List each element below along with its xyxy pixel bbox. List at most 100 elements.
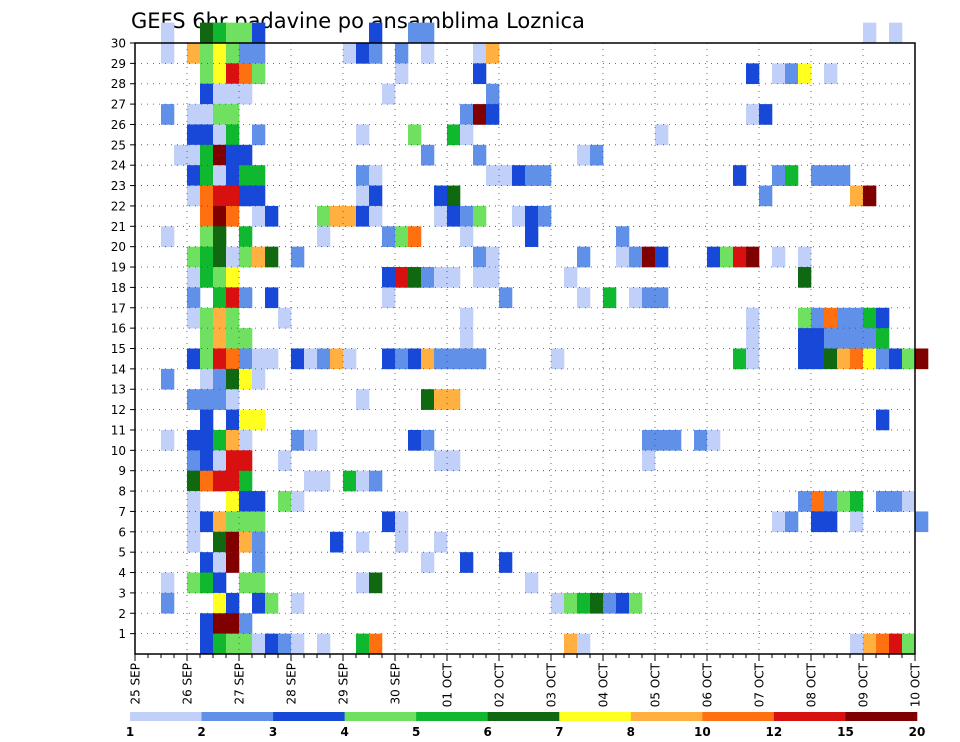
x-tick-label: 10 OCT [909, 662, 923, 707]
heatmap-cell [473, 246, 487, 268]
heatmap-cell [382, 287, 396, 309]
heatmap-cell [187, 124, 201, 146]
x-tick-label: 29 SEP [337, 663, 351, 705]
y-tick-label: 13 [111, 383, 126, 397]
heatmap-cell [785, 63, 799, 85]
heatmap-cell [369, 633, 383, 655]
heatmap-cell [226, 144, 240, 166]
heatmap-cell [161, 592, 175, 614]
heatmap-cell [811, 491, 825, 512]
heatmap-cell [395, 226, 409, 247]
heatmap-cell [876, 409, 890, 431]
heatmap-cell [226, 185, 240, 207]
heatmap-cell [356, 633, 370, 655]
heatmap-cell [733, 246, 747, 268]
heatmap-cell [252, 572, 266, 594]
heatmap-cell [889, 348, 903, 370]
heatmap-cell [876, 491, 890, 512]
heatmap-cell [200, 165, 214, 186]
heatmap-cell [187, 144, 201, 166]
heatmap-cell [824, 307, 838, 329]
heatmap-cell [291, 592, 305, 614]
x-tick-label: 06 OCT [701, 662, 715, 707]
legend-color-swatch [559, 712, 632, 721]
legend-color-swatch [273, 712, 345, 721]
heatmap-cell [824, 511, 838, 533]
heatmap-cell [434, 348, 448, 370]
heatmap-cell [798, 267, 812, 288]
heatmap-cell [850, 511, 864, 533]
heatmap-cell [226, 22, 240, 44]
heatmap-cell [343, 348, 357, 370]
chart-title: GEFS 6hr padavine po ansamblima Loznica [131, 9, 585, 33]
heatmap-cell [447, 348, 461, 370]
heatmap-cell [252, 592, 266, 614]
y-tick-label: 1 [118, 627, 126, 641]
heatmap-cell [889, 491, 903, 512]
heatmap-cell [200, 144, 214, 166]
heatmap-cell [798, 307, 812, 329]
heatmap-cell [187, 491, 201, 512]
heatmap-cell [811, 348, 825, 370]
heatmap-cell [655, 124, 669, 146]
heatmap-cell [187, 389, 201, 410]
heatmap-cell [213, 104, 227, 125]
heatmap-cell [421, 43, 435, 64]
heatmap-cell [876, 633, 890, 655]
heatmap-cell [356, 531, 370, 553]
heatmap-cell [798, 63, 812, 85]
heatmap-cell [694, 429, 708, 451]
heatmap-cell [356, 389, 370, 410]
heatmap-cell [343, 43, 357, 64]
heatmap-cell [473, 144, 487, 166]
heatmap-cell [850, 491, 864, 512]
y-tick-label: 21 [111, 220, 126, 234]
heatmap-cell [863, 185, 877, 207]
x-tick-label: 08 OCT [805, 662, 819, 707]
heatmap-cell [733, 165, 747, 186]
heatmap-cell [239, 144, 253, 166]
heatmap-cell [746, 348, 760, 370]
heatmap-cell [252, 205, 266, 227]
heatmap-cell [226, 429, 240, 451]
heatmap-cell [499, 552, 513, 573]
heatmap-cell [876, 348, 890, 370]
legend-label: 20 [909, 725, 926, 739]
heatmap-cell [616, 592, 630, 614]
heatmap-cell [213, 185, 227, 207]
y-tick-label: 19 [111, 261, 126, 275]
y-tick-label: 22 [111, 199, 126, 213]
heatmap-cell [239, 531, 253, 553]
heatmap-cell [226, 348, 240, 370]
heatmap-cell [265, 348, 279, 370]
heatmap-cell [837, 165, 851, 186]
heatmap-cell [824, 348, 838, 370]
heatmap-cell [772, 511, 786, 533]
heatmap-cell [460, 104, 474, 125]
heatmap-cell [486, 267, 500, 288]
legend-label: 15 [837, 725, 854, 739]
heatmap-cell [629, 287, 643, 309]
heatmap-cell [525, 165, 539, 186]
heatmap-cell [239, 185, 253, 207]
legend-label: 5 [412, 725, 420, 739]
x-tick-label: 25 SEP [129, 663, 143, 705]
y-tick-label: 4 [118, 566, 126, 580]
legend-label: 3 [269, 725, 277, 739]
heatmap-cell [174, 144, 188, 166]
heatmap-cell [369, 205, 383, 227]
heatmap-cell [226, 43, 240, 64]
heatmap-cell [252, 165, 266, 186]
heatmap-cell [629, 592, 643, 614]
heatmap-cell [239, 348, 253, 370]
heatmap-cell [876, 307, 890, 329]
legend-label: 7 [555, 725, 563, 739]
heatmap-cell [226, 165, 240, 186]
heatmap-cell [421, 144, 435, 166]
heatmap-cell [369, 470, 383, 492]
heatmap-cell [187, 246, 201, 268]
heatmap-cell [798, 328, 812, 349]
legend-color-swatch [773, 712, 846, 721]
heatmap-cell [434, 531, 448, 553]
